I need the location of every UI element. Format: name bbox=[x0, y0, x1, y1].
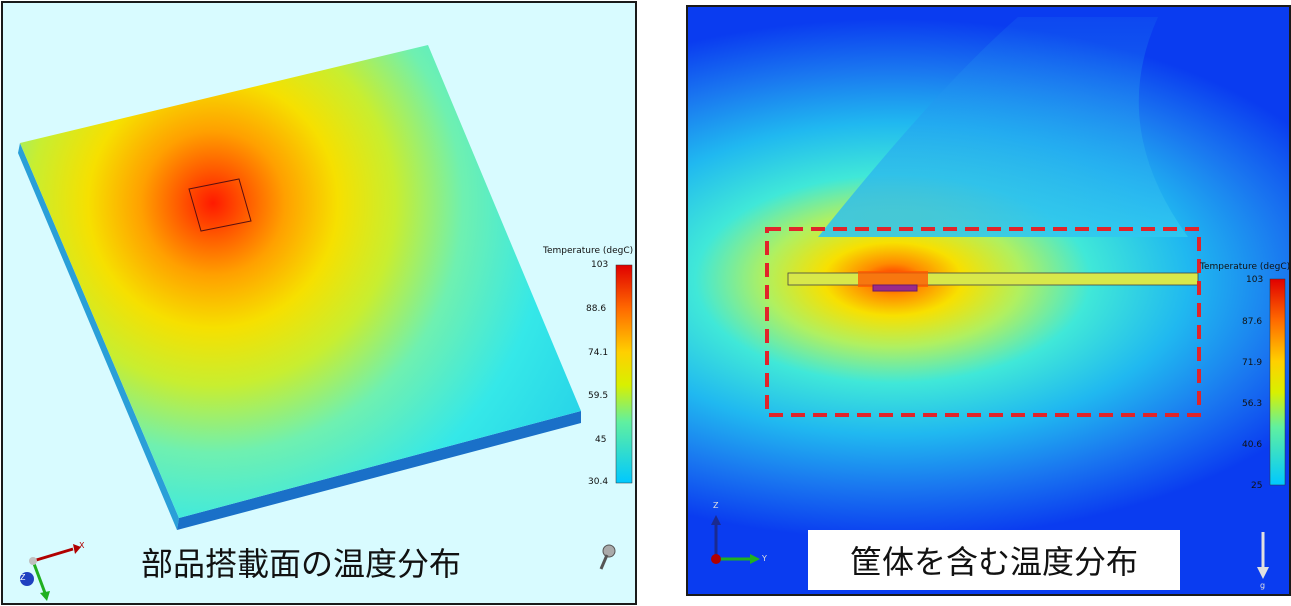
left-legend-bar bbox=[615, 264, 633, 484]
right-tick: 40.6 bbox=[1242, 440, 1263, 450]
right-tick: 56.3 bbox=[1242, 399, 1263, 409]
left-caption: 部品搭載面の温度分布 bbox=[141, 545, 462, 583]
gravity-label: g bbox=[1260, 581, 1266, 590]
board-left-edge bbox=[18, 143, 179, 530]
left-tick: 88.6 bbox=[586, 304, 607, 314]
board-surface-plot bbox=[18, 45, 633, 601]
z-axis-label: Z bbox=[20, 573, 26, 582]
component-slice bbox=[872, 284, 918, 292]
board-bottom-edge bbox=[177, 411, 581, 530]
y-axis-arrow bbox=[31, 560, 47, 594]
board-slice bbox=[787, 272, 1199, 286]
right-tick: 71.9 bbox=[1242, 358, 1263, 368]
y-axis-label: Y bbox=[762, 554, 767, 563]
left-tick: 30.4 bbox=[588, 477, 609, 487]
left-tick: 59.5 bbox=[588, 391, 609, 401]
right-tick: 87.6 bbox=[1242, 317, 1263, 327]
left-tick: 74.1 bbox=[588, 348, 609, 358]
probe-icon bbox=[602, 544, 616, 558]
z-axis-dot bbox=[20, 572, 34, 586]
board-surface-view: Temperature (degC) 103 88.6 74.1 59.5 45… bbox=[1, 1, 637, 605]
air-plume bbox=[818, 17, 1188, 237]
component-outline bbox=[188, 178, 252, 232]
right-caption: 筐体を含む温度分布 bbox=[808, 530, 1180, 590]
left-tick: 103 bbox=[591, 260, 609, 270]
right-legend-title: Temperature (degC) bbox=[1200, 262, 1291, 272]
x-axis-arrow bbox=[32, 547, 74, 563]
left-legend-title: Temperature (degC) bbox=[543, 246, 634, 256]
enclosure-section-view: Temperature (degC) 103 87.6 71.9 56.3 40… bbox=[686, 5, 1291, 596]
x-axis-label: X bbox=[79, 541, 85, 550]
right-legend-bar bbox=[1269, 278, 1286, 486]
left-tick: 45 bbox=[595, 435, 607, 445]
right-tick: 103 bbox=[1246, 275, 1264, 285]
board-top-face bbox=[20, 45, 581, 518]
z-axis-label: Z bbox=[713, 501, 719, 510]
right-tick: 25 bbox=[1251, 481, 1263, 491]
enclosure-section-plot bbox=[688, 7, 1289, 594]
